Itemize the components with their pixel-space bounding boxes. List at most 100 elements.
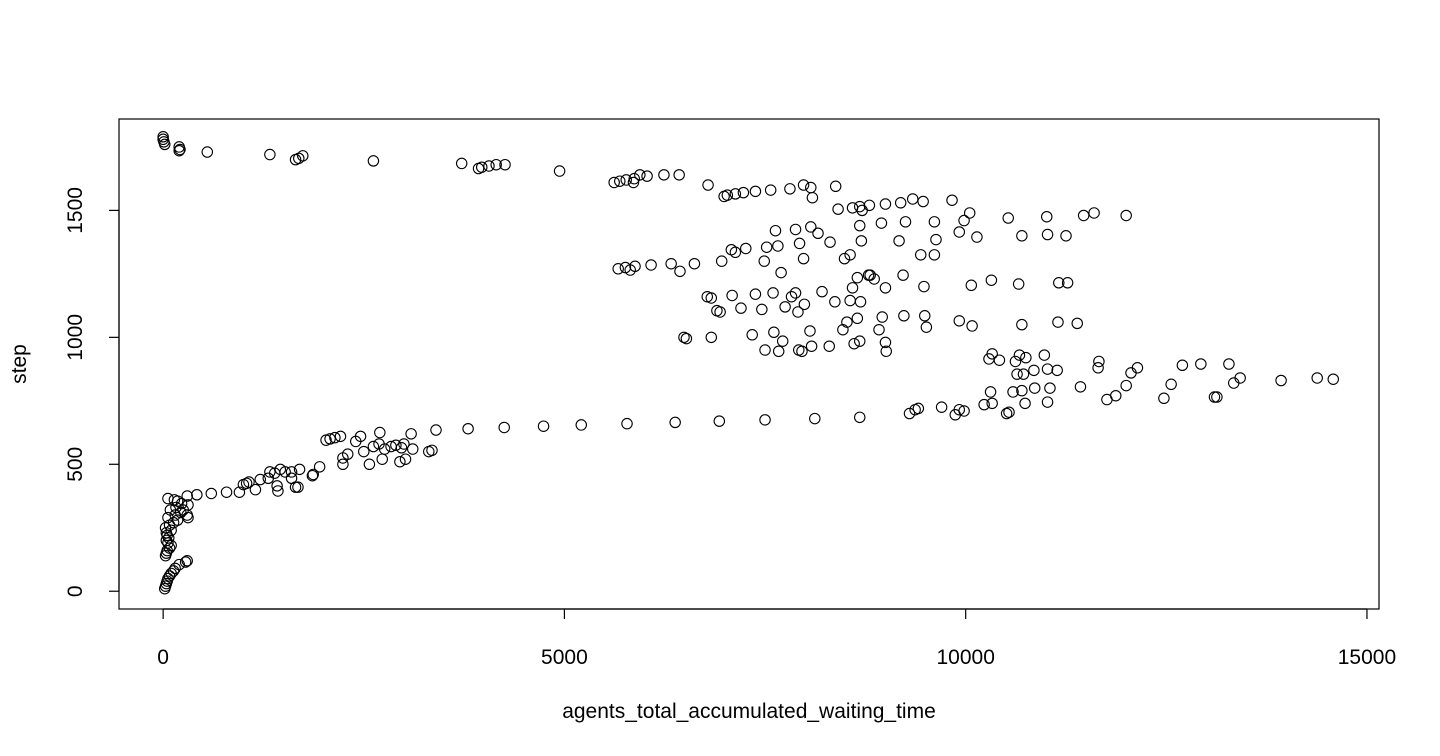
data-point [430, 424, 442, 436]
data-point [243, 476, 255, 488]
data-point [917, 195, 929, 208]
data-point [816, 285, 828, 298]
data-point [796, 345, 808, 358]
data-point [993, 354, 1006, 366]
data-point [645, 259, 657, 271]
data-point [575, 419, 588, 431]
data-point [1028, 382, 1041, 394]
data-point [628, 172, 640, 185]
data-point [1077, 209, 1090, 222]
data-point [740, 242, 752, 255]
data-point [612, 263, 624, 275]
data-point [715, 255, 728, 267]
data-point [1051, 364, 1063, 377]
data-point [749, 288, 762, 300]
data-point [873, 323, 885, 336]
data-point [1311, 372, 1323, 384]
data-point [262, 472, 275, 484]
data-point [1000, 407, 1013, 420]
data-point [880, 345, 892, 358]
data-point [157, 131, 169, 143]
data-point [498, 421, 510, 434]
data-point [986, 348, 998, 360]
data-point [928, 216, 941, 228]
data-point [1011, 368, 1023, 380]
data-point [851, 312, 864, 325]
data-point [1131, 362, 1144, 374]
data-point [714, 306, 726, 318]
data-point [846, 282, 859, 294]
data-point [779, 301, 791, 313]
data-point [358, 445, 370, 458]
data-point [749, 185, 762, 198]
data-points [157, 131, 1340, 595]
data-point [758, 255, 770, 267]
data-point [688, 257, 701, 270]
data-point [1211, 391, 1223, 403]
data-point [376, 453, 388, 465]
data-point [1195, 358, 1207, 370]
data-point [792, 306, 804, 318]
data-point [553, 165, 566, 177]
data-point [169, 562, 181, 575]
y-axis: 0 500 1000 1500 [64, 187, 120, 597]
data-point [726, 289, 738, 302]
data-point [1223, 358, 1235, 370]
data-point [785, 290, 798, 303]
data-point [165, 524, 177, 537]
data-point [1120, 209, 1132, 222]
data-point [854, 411, 866, 424]
data-point [334, 430, 347, 443]
data-point [406, 443, 419, 455]
data-point [854, 296, 867, 308]
data-point [721, 189, 734, 201]
x-tick-label: 15000 [1338, 646, 1396, 669]
data-point [879, 336, 892, 349]
data-point [1093, 355, 1105, 368]
data-point [490, 158, 502, 171]
data-point [854, 200, 866, 213]
data-point [862, 269, 875, 281]
y-axis-label: step [8, 344, 31, 384]
data-point [759, 344, 771, 356]
data-point [1110, 389, 1122, 402]
data-point [798, 298, 811, 311]
data-point [851, 271, 864, 284]
data-point [1071, 317, 1083, 330]
data-point [627, 176, 640, 189]
data-point [1227, 377, 1240, 389]
data-point [767, 287, 779, 299]
x-tick-label: 10000 [936, 646, 994, 669]
data-point [162, 492, 174, 505]
data-point [824, 236, 836, 248]
data-point [240, 477, 253, 490]
data-point [405, 428, 417, 440]
data-point [162, 511, 174, 524]
data-point [1016, 384, 1028, 397]
data-point [797, 252, 810, 265]
data-point [746, 329, 758, 341]
data-point [354, 430, 367, 443]
data-point [264, 466, 276, 478]
data-point [608, 176, 620, 189]
y-tick-label: 1000 [64, 314, 87, 361]
data-point [854, 219, 866, 232]
data-point [804, 325, 816, 337]
data-point [279, 466, 291, 478]
data-point [805, 340, 818, 352]
data-point [984, 386, 997, 398]
data-point [1012, 278, 1025, 290]
data-point [1016, 318, 1028, 331]
data-point [307, 468, 319, 481]
data-point [658, 169, 670, 181]
data-point [390, 439, 402, 451]
data-point [293, 463, 306, 476]
data-point [986, 397, 998, 410]
data-point [920, 321, 933, 333]
data-point [953, 226, 966, 238]
data-point [784, 183, 796, 195]
data-point [966, 320, 978, 332]
data-point [367, 155, 380, 167]
data-point [879, 198, 892, 210]
data-point [680, 332, 693, 345]
